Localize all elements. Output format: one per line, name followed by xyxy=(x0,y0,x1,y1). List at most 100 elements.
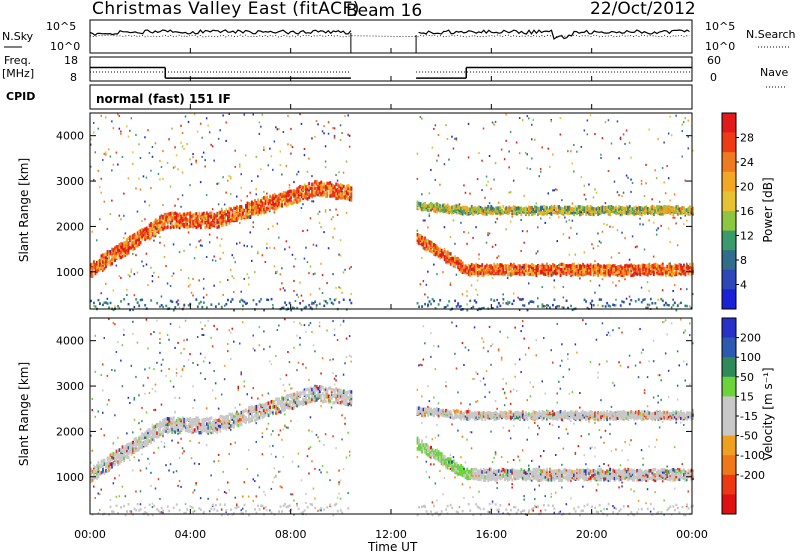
power-cell xyxy=(445,254,448,259)
velocity-cell xyxy=(132,444,134,448)
power-scatter-point xyxy=(558,264,560,267)
power-cell xyxy=(675,270,678,275)
velocity-cell xyxy=(272,399,274,404)
velocity-scatter-point xyxy=(120,359,122,362)
power-scatter-point xyxy=(177,168,179,171)
power-scatter-point xyxy=(657,227,659,230)
power-cell xyxy=(448,259,451,263)
power-low-range-point xyxy=(458,305,461,308)
power-scatter-point xyxy=(193,113,196,116)
power-cell xyxy=(154,228,157,232)
power-cell xyxy=(472,211,475,215)
power-scatter-point xyxy=(427,296,429,299)
power-cell xyxy=(570,207,572,211)
power-cell xyxy=(171,223,174,227)
power-scatter-point xyxy=(657,298,659,301)
velocity-cell xyxy=(187,425,190,429)
power-scatter-point xyxy=(419,283,422,286)
power-cell xyxy=(652,272,655,276)
power-cell xyxy=(175,218,178,223)
velocity-cell xyxy=(181,416,184,420)
power-cell xyxy=(305,191,308,195)
power-cell xyxy=(619,206,622,210)
power-scatter-point xyxy=(509,220,512,223)
power-scatter-point xyxy=(258,132,261,135)
power-cell xyxy=(300,185,303,189)
power-scatter-point xyxy=(138,307,140,310)
velocity-cell xyxy=(153,425,156,429)
power-cell xyxy=(455,204,458,208)
power-cell xyxy=(683,206,685,210)
power-scatter-point xyxy=(199,239,202,242)
power-scatter-point xyxy=(217,203,220,206)
power-cell xyxy=(613,206,616,211)
power-cell xyxy=(211,219,214,223)
power-cell xyxy=(124,250,127,255)
power-cell xyxy=(642,267,645,272)
power-low-range-point xyxy=(598,298,601,301)
velocity-cell xyxy=(237,416,240,420)
power-scatter-point xyxy=(431,208,434,211)
power-scatter-point xyxy=(100,292,102,295)
velocity-scatter-point xyxy=(136,341,139,344)
velocity-cell xyxy=(207,426,210,430)
power-cell xyxy=(552,206,554,211)
power-cell xyxy=(690,266,693,271)
power-scatter-point xyxy=(299,281,301,284)
velocity-scatter-point xyxy=(269,445,271,448)
power-cell xyxy=(260,201,262,205)
power-scatter-point xyxy=(467,156,470,159)
velocity-low-range-point xyxy=(219,503,222,506)
velocity-scatter-point xyxy=(217,407,220,410)
velocity-scatter-point xyxy=(133,456,136,459)
power-cell xyxy=(236,215,238,220)
velocity-scatter-point xyxy=(163,445,166,448)
power-cell xyxy=(248,201,250,206)
power-low-range-point xyxy=(591,299,594,303)
power-scatter-point xyxy=(612,226,614,228)
power-cell xyxy=(144,237,147,241)
power-cell xyxy=(178,220,181,224)
power-cell xyxy=(463,270,466,274)
power-cell xyxy=(145,226,148,231)
power-cell xyxy=(540,211,542,216)
power-cell xyxy=(339,186,342,190)
power-scatter-point xyxy=(571,219,574,222)
power-cell xyxy=(606,264,609,268)
velocity-low-range-point xyxy=(151,513,154,517)
power-cell xyxy=(443,257,446,262)
power-cell xyxy=(531,265,533,270)
power-scatter-point xyxy=(249,217,251,220)
power-scatter-point xyxy=(598,240,601,243)
power-scatter-point xyxy=(683,121,685,124)
power-cell xyxy=(285,193,288,198)
velocity-low-range-point xyxy=(220,513,223,517)
power-cell xyxy=(655,267,658,271)
power-scatter-point xyxy=(467,122,470,125)
velocity-cell xyxy=(227,420,229,425)
power-scatter-point xyxy=(183,305,185,308)
power-scatter-point xyxy=(231,254,233,257)
power-cell xyxy=(142,228,145,233)
power-cell xyxy=(202,217,205,221)
power-cell xyxy=(634,268,637,272)
power-cell xyxy=(416,202,419,207)
power-cell xyxy=(461,205,464,210)
power-cell xyxy=(446,250,449,254)
power-cell xyxy=(680,272,682,276)
power-scatter-point xyxy=(267,228,270,230)
power-scatter-point xyxy=(148,152,151,154)
velocity-low-range-point xyxy=(147,513,150,517)
velocity-scatter-point xyxy=(275,354,277,357)
power-cell xyxy=(469,207,472,212)
power-cell xyxy=(234,206,237,211)
velocity-scatter-point xyxy=(213,324,215,327)
power-scatter-point xyxy=(123,192,125,195)
power-cell xyxy=(582,205,584,210)
power-cell xyxy=(630,209,633,213)
power-scatter-point xyxy=(205,194,208,197)
velocity-scatter-point xyxy=(102,389,104,392)
velocity-scatter-point xyxy=(106,403,109,406)
power-low-range-point xyxy=(418,305,420,308)
power-cell xyxy=(299,191,302,195)
